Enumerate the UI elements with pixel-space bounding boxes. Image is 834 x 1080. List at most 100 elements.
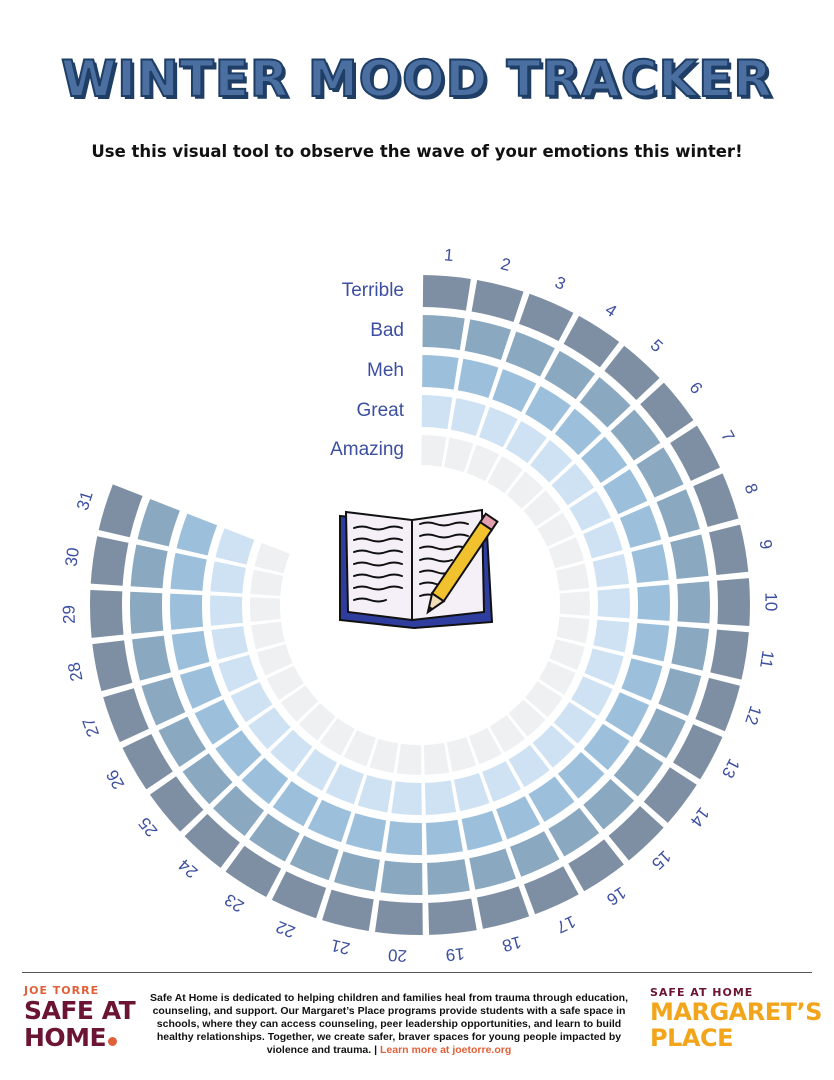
mood-cell-day-24-great[interactable]	[270, 729, 313, 773]
mood-cell-day-6-terrible[interactable]	[640, 382, 694, 439]
mood-cell-day-15-meh[interactable]	[557, 752, 605, 799]
mood-cell-day-13-terrible[interactable]	[672, 724, 723, 780]
mood-cell-day-1-great[interactable]	[421, 395, 453, 430]
mood-cell-day-19-amazing[interactable]	[423, 742, 450, 775]
mood-cell-day-19-terrible[interactable]	[428, 898, 477, 935]
mood-cell-day-27-meh[interactable]	[179, 665, 222, 709]
mood-cell-day-28-meh[interactable]	[171, 630, 210, 671]
mood-cell-day-12-bad[interactable]	[658, 668, 702, 716]
mood-cell-day-24-bad[interactable]	[213, 785, 265, 837]
mood-cell-day-27-terrible[interactable]	[103, 688, 149, 743]
mood-cell-day-7-meh[interactable]	[602, 469, 648, 515]
mood-cell-day-15-bad[interactable]	[583, 779, 635, 830]
mood-cell-day-25-amazing[interactable]	[280, 685, 319, 722]
mood-cell-day-8-great[interactable]	[583, 521, 623, 559]
mood-cell-day-11-bad[interactable]	[671, 626, 710, 671]
mood-cell-day-10-meh[interactable]	[637, 584, 671, 621]
mood-cell-day-27-amazing[interactable]	[256, 644, 293, 676]
mood-cell-day-19-great[interactable]	[424, 780, 457, 815]
mood-cell-day-15-amazing[interactable]	[508, 699, 546, 737]
mood-cell-day-11-meh[interactable]	[632, 623, 670, 662]
mood-cell-day-1-bad[interactable]	[422, 315, 465, 351]
mood-cell-day-14-terrible[interactable]	[643, 767, 697, 823]
mood-cell-day-1-meh[interactable]	[422, 355, 459, 390]
mood-cell-day-8-amazing[interactable]	[548, 537, 585, 569]
mood-cell-day-23-amazing[interactable]	[319, 718, 355, 756]
mood-cell-day-29-terrible[interactable]	[89, 589, 124, 638]
mood-cell-day-23-great[interactable]	[296, 748, 338, 791]
mood-cell-day-9-meh[interactable]	[631, 544, 669, 584]
mood-cell-day-9-terrible[interactable]	[709, 524, 749, 576]
mood-cell-day-25-great[interactable]	[248, 707, 291, 750]
mood-cell-day-12-meh[interactable]	[621, 658, 663, 701]
mood-cell-day-18-great[interactable]	[453, 772, 490, 812]
mood-cell-day-15-great[interactable]	[532, 725, 576, 768]
mood-cell-day-10-terrible[interactable]	[717, 578, 750, 626]
mood-cell-day-9-great[interactable]	[592, 553, 629, 588]
mood-cell-day-20-meh[interactable]	[385, 820, 423, 855]
mood-cell-day-21-amazing[interactable]	[369, 738, 399, 773]
mood-cell-day-4-bad[interactable]	[544, 350, 596, 400]
mood-cell-day-11-terrible[interactable]	[710, 629, 749, 680]
mood-cell-day-27-bad[interactable]	[141, 677, 186, 726]
mood-cell-day-24-amazing[interactable]	[298, 703, 336, 741]
mood-cell-day-29-amazing[interactable]	[250, 597, 281, 622]
mood-cell-day-14-amazing[interactable]	[525, 681, 563, 718]
mood-cell-day-3-bad[interactable]	[505, 331, 555, 377]
mood-cell-day-15-terrible[interactable]	[608, 806, 664, 861]
mood-cell-day-30-great[interactable]	[210, 561, 246, 594]
mood-cell-day-18-meh[interactable]	[461, 810, 503, 851]
mood-cell-day-30-bad[interactable]	[130, 544, 168, 589]
mood-cell-day-13-bad[interactable]	[639, 708, 686, 759]
mood-cell-day-20-terrible[interactable]	[375, 900, 423, 935]
mood-cell-day-22-terrible[interactable]	[271, 871, 327, 919]
mood-cell-day-26-meh[interactable]	[194, 699, 240, 745]
mood-cell-day-7-terrible[interactable]	[670, 425, 721, 481]
mood-cell-day-16-great[interactable]	[508, 744, 550, 788]
mood-cell-day-21-great[interactable]	[357, 774, 393, 813]
mood-cell-day-20-amazing[interactable]	[396, 743, 422, 775]
mood-cell-day-12-terrible[interactable]	[695, 677, 740, 732]
mood-cell-day-11-great[interactable]	[593, 619, 630, 653]
mood-cell-day-26-terrible[interactable]	[122, 733, 173, 790]
mood-cell-day-7-bad[interactable]	[636, 447, 684, 498]
mood-cell-day-24-meh[interactable]	[241, 757, 289, 805]
mood-cell-day-9-amazing[interactable]	[555, 563, 590, 591]
mood-cell-day-5-great[interactable]	[530, 440, 573, 483]
mood-cell-day-31-meh[interactable]	[176, 513, 218, 556]
mood-cell-day-9-bad[interactable]	[670, 534, 709, 580]
mood-cell-day-20-bad[interactable]	[380, 860, 423, 895]
mood-cell-day-18-bad[interactable]	[469, 848, 516, 890]
mood-cell-day-28-terrible[interactable]	[92, 640, 133, 692]
mood-cell-day-5-bad[interactable]	[579, 377, 631, 428]
mood-cell-day-13-great[interactable]	[571, 676, 613, 716]
mood-cell-day-21-bad[interactable]	[333, 851, 380, 892]
mood-cell-day-13-meh[interactable]	[605, 692, 650, 738]
mood-cell-day-25-terrible[interactable]	[149, 776, 204, 832]
mood-cell-day-8-bad[interactable]	[656, 489, 700, 538]
mood-cell-day-2-meh[interactable]	[457, 358, 499, 399]
mood-cell-day-31-bad[interactable]	[137, 498, 180, 547]
mood-cell-day-30-meh[interactable]	[170, 552, 207, 591]
mood-cell-day-5-terrible[interactable]	[604, 345, 660, 401]
mood-cell-day-4-terrible[interactable]	[563, 315, 620, 368]
mood-cell-day-16-amazing[interactable]	[489, 715, 526, 753]
mood-cell-day-10-amazing[interactable]	[559, 591, 590, 616]
mood-cell-day-26-bad[interactable]	[158, 716, 207, 768]
mood-cell-day-2-bad[interactable]	[464, 319, 512, 361]
mood-cell-day-18-amazing[interactable]	[446, 737, 477, 772]
mood-cell-day-13-amazing[interactable]	[538, 661, 576, 695]
mood-cell-day-10-great[interactable]	[597, 587, 630, 619]
mood-cell-day-22-bad[interactable]	[289, 835, 339, 881]
mood-cell-day-5-meh[interactable]	[554, 408, 602, 456]
mood-cell-day-30-amazing[interactable]	[250, 569, 284, 596]
mood-cell-day-28-amazing[interactable]	[251, 621, 285, 650]
mood-cell-day-25-bad[interactable]	[182, 753, 233, 805]
mood-cell-day-19-bad[interactable]	[427, 859, 470, 895]
mood-cell-day-11-amazing[interactable]	[556, 616, 590, 644]
mood-cell-day-26-amazing[interactable]	[266, 665, 304, 700]
mood-cell-day-16-bad[interactable]	[548, 807, 600, 857]
mood-cell-day-7-great[interactable]	[569, 490, 611, 531]
mood-cell-day-17-bad[interactable]	[510, 831, 560, 877]
mood-cell-day-23-bad[interactable]	[249, 813, 300, 862]
